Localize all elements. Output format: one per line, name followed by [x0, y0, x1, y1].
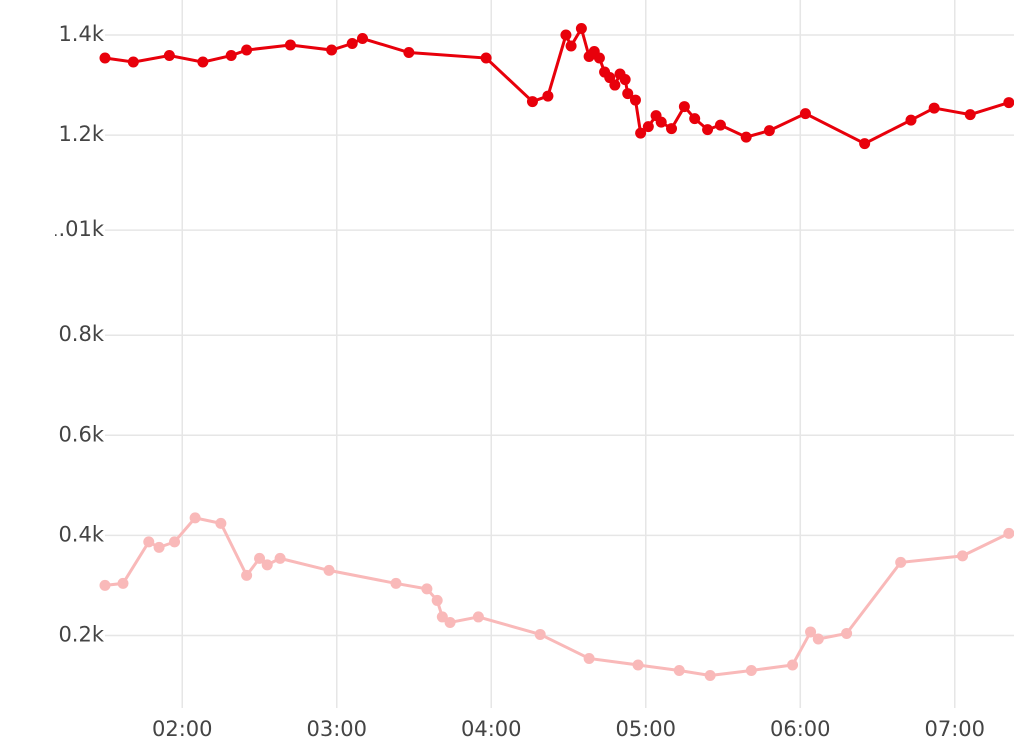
point — [812, 633, 824, 645]
point — [609, 79, 621, 91]
point — [928, 102, 940, 114]
point — [357, 33, 369, 45]
y-tick-label: 0.8k — [58, 322, 104, 346]
point — [143, 536, 155, 548]
point — [799, 108, 811, 120]
point — [619, 74, 631, 86]
point — [163, 50, 175, 62]
y-tick-label: 0.4k — [58, 522, 104, 546]
point — [956, 550, 968, 562]
point — [197, 56, 209, 68]
point — [99, 579, 111, 591]
point — [346, 38, 358, 50]
point — [745, 664, 757, 676]
point — [714, 119, 726, 131]
point — [323, 564, 335, 576]
point — [254, 552, 266, 564]
point — [740, 131, 752, 143]
point — [127, 56, 139, 68]
x-tick-label: 02:00 — [152, 717, 213, 741]
point — [274, 552, 286, 564]
point — [284, 39, 296, 51]
point — [702, 124, 714, 136]
x-tick-label: 05:00 — [615, 717, 676, 741]
point — [390, 577, 402, 589]
y-tick-label: 1.4k — [58, 22, 104, 46]
point — [99, 52, 111, 64]
point — [117, 577, 129, 589]
x-tick-label: 06:00 — [770, 717, 831, 741]
point — [431, 594, 443, 606]
point — [841, 627, 853, 639]
point — [632, 659, 644, 671]
point — [403, 47, 415, 59]
series — [99, 23, 1014, 681]
point — [565, 40, 577, 52]
point — [905, 114, 917, 126]
point — [560, 29, 572, 41]
y-tick-label: 0.6k — [58, 422, 104, 446]
point — [583, 652, 595, 664]
x-tick-label: 03:00 — [306, 717, 367, 741]
point — [678, 101, 690, 113]
y-tick-label: 0.2k — [58, 622, 104, 646]
point — [704, 669, 716, 681]
point — [666, 123, 678, 135]
point — [421, 583, 433, 595]
point — [787, 659, 799, 671]
point — [542, 90, 554, 102]
x-tick-label: 04:00 — [461, 717, 522, 741]
point — [241, 569, 253, 581]
point — [261, 559, 273, 571]
point — [635, 127, 647, 139]
point — [326, 44, 338, 56]
point — [642, 121, 654, 133]
point — [895, 556, 907, 568]
y-tick-label: 1.2k — [58, 122, 104, 146]
tick-labels: 0.2k 0.4k 0.6k 0.8k 1.01k 1.2k 1.4k 02:00 03:00 0… — [45, 22, 986, 741]
point — [444, 616, 456, 628]
point — [622, 88, 634, 100]
point — [241, 44, 253, 56]
point — [480, 52, 492, 64]
series-line — [104, 516, 1010, 677]
point — [526, 96, 538, 108]
point — [436, 611, 448, 623]
point — [225, 50, 237, 62]
series-line — [104, 24, 1010, 146]
x-tick-label: 07:00 — [925, 717, 986, 741]
point — [472, 611, 484, 623]
point — [1003, 97, 1014, 109]
point — [169, 536, 181, 548]
point — [859, 138, 871, 150]
point — [763, 125, 775, 137]
point — [575, 23, 587, 35]
point — [593, 52, 605, 64]
grid — [105, 0, 1014, 708]
point — [964, 109, 976, 121]
point — [1003, 527, 1014, 539]
point — [805, 626, 817, 638]
point — [534, 628, 546, 640]
point — [153, 541, 165, 553]
point — [189, 512, 201, 524]
point — [689, 113, 701, 125]
point — [655, 116, 667, 128]
y-tick-label: 1.01k — [45, 217, 105, 241]
point — [215, 517, 227, 529]
point — [673, 664, 685, 676]
point — [629, 94, 641, 106]
